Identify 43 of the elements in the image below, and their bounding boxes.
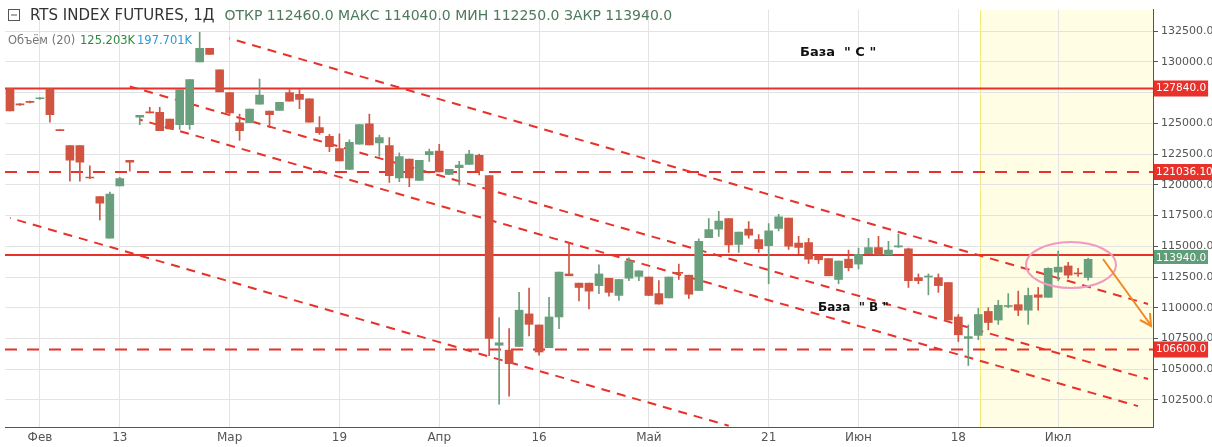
x-tick-label: 18: [950, 430, 966, 445]
candlestick: [494, 317, 504, 405]
y-tick-label: 112500.0: [1161, 269, 1212, 283]
candlestick: [524, 287, 534, 337]
x-tick-label: Июл: [1044, 430, 1072, 445]
y-tick-label: 122500.0: [1161, 146, 1212, 160]
y-tick-label: 107500.0: [1161, 331, 1212, 345]
candlestick: [1033, 287, 1043, 311]
chart-subtitle: ОТКР 112460.0 МАКС 114040.0 МИН 112250.0 ЗАКР 113940.0: [224, 7, 673, 23]
candlestick: [454, 161, 464, 186]
y-tick-label: 130000.0: [1161, 54, 1212, 68]
x-tick-label: 13: [112, 430, 128, 445]
y-tick-label: 117500.0: [1161, 208, 1212, 222]
y-tick-label: 110000.0: [1161, 300, 1212, 314]
x-tick-label: Мар: [216, 430, 243, 445]
candlestick: [963, 324, 973, 366]
x-tick-label: 21: [761, 430, 777, 445]
annotation: Объём (20): [8, 33, 76, 47]
x-tick-label: Апр: [427, 430, 452, 445]
y-tick-label: 102500.0: [1161, 392, 1212, 406]
y-tick-label: 105000.0: [1161, 362, 1212, 376]
annotation: 197.701K: [137, 33, 193, 47]
text: 113940.0: [1154, 250, 1209, 264]
x-tick-label: Фев: [27, 430, 53, 445]
x-tick-label: Май: [636, 430, 662, 445]
x-tick-label: 19: [331, 430, 348, 445]
y-tick-label: 120000.0: [1161, 177, 1212, 191]
ref-line-label: 121036.10: [1156, 164, 1212, 177]
x-tick-label: 16: [531, 430, 547, 445]
ref-line-label: 106600.0: [1156, 342, 1207, 355]
ref-line-label: 127840.0: [1156, 81, 1207, 94]
candlestick: [764, 223, 773, 285]
candlestick: [15, 103, 25, 106]
x-tick-label: Июн: [845, 430, 872, 445]
annotation: База " С ": [800, 44, 877, 59]
candlestick: [504, 328, 514, 397]
y-tick-label: 115000.0: [1161, 239, 1212, 253]
y-tick-label: 125000.0: [1161, 116, 1212, 130]
candlestick: [674, 263, 684, 280]
y-tick-label: 132500.0: [1161, 23, 1212, 37]
annotation: База " В ": [818, 300, 889, 314]
annotation: 125.203K: [80, 33, 136, 47]
chart-title: RTS INDEX FUTURES, 1Д: [30, 6, 215, 24]
